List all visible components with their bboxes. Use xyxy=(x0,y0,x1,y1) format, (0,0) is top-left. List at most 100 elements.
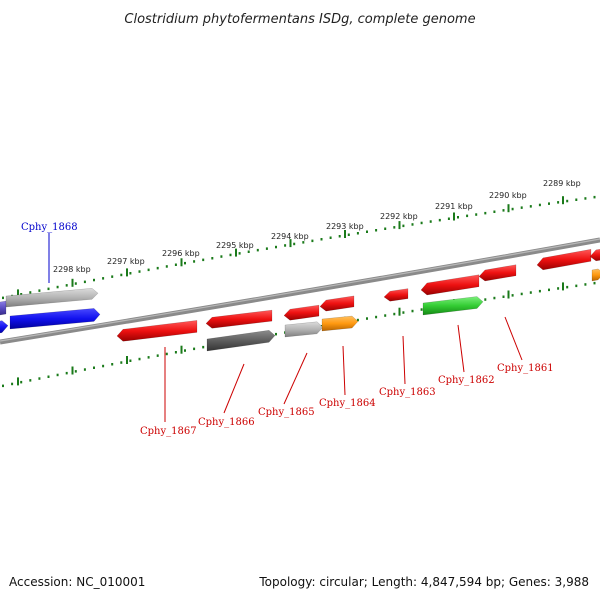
scale-dot xyxy=(338,235,341,238)
scale-dot xyxy=(229,253,232,257)
scale-dot xyxy=(156,354,159,357)
scale-dot xyxy=(184,349,186,352)
gene-label-cphy-1865[interactable]: Cphy_1865 xyxy=(258,407,315,418)
scale-dot xyxy=(211,257,214,260)
scale-dot xyxy=(329,236,332,239)
gene-feature-cphy-1866-top[interactable] xyxy=(205,309,273,329)
scale-dot xyxy=(74,282,77,285)
scale-major-tick xyxy=(17,289,19,298)
scale-dot xyxy=(557,201,560,204)
scale-dot xyxy=(548,288,550,292)
gene-feature-cphy-1866[interactable] xyxy=(206,330,276,352)
scale-dot xyxy=(420,221,423,225)
scale-dot xyxy=(411,223,414,226)
scale-label-2295: 2295 kbp xyxy=(216,241,254,250)
gene-feature-cphy-1865[interactable] xyxy=(284,321,324,338)
gene-feature-lavender-edge[interactable] xyxy=(0,300,7,316)
scale-dot xyxy=(83,280,86,284)
scale-dot xyxy=(93,278,95,282)
gene-label-cphy-1864[interactable]: Cphy_1864 xyxy=(319,398,376,409)
scale-label-2298: 2298 kbp xyxy=(53,265,91,274)
scale-dot xyxy=(120,361,123,364)
label-line-cphy-1863 xyxy=(402,335,406,385)
scale-dot xyxy=(65,284,68,287)
scale-dot xyxy=(538,289,541,293)
accession-text: Accession: NC_010001 xyxy=(9,575,146,589)
scale-major-tick xyxy=(126,268,128,277)
scale-dot xyxy=(575,284,578,288)
gene-feature-cphy-1861[interactable] xyxy=(478,264,517,282)
scale-dot xyxy=(129,272,132,275)
gene-feature-cphy-1862-top[interactable] xyxy=(420,274,480,296)
scale-dot xyxy=(566,199,569,203)
gene-label-cphy-1862[interactable]: Cphy_1862 xyxy=(438,375,495,386)
gene-label-cphy-1868[interactable]: Cphy_1868 xyxy=(21,222,78,233)
scale-dot xyxy=(466,214,469,218)
gene-feature-cphy-1863[interactable] xyxy=(383,288,409,302)
gene-feature-cphy-1864-top[interactable] xyxy=(319,295,355,312)
scale-dot xyxy=(20,293,23,296)
scale-dot xyxy=(247,250,250,253)
scale-dot xyxy=(393,226,396,229)
scale-dot xyxy=(102,277,105,280)
scale-major-tick xyxy=(398,307,401,316)
scale-major-tick xyxy=(71,366,74,375)
scale-dot xyxy=(2,384,4,388)
gene-features xyxy=(0,248,600,352)
scale-dot xyxy=(420,308,423,311)
outer-scale-track xyxy=(2,195,596,300)
gene-feature-blue-edge[interactable] xyxy=(0,320,9,334)
scale-dot xyxy=(165,265,168,268)
scale-label-2293: 2293 kbp xyxy=(326,222,364,231)
label-line-cphy-1861 xyxy=(504,316,523,361)
scale-dot xyxy=(311,239,314,243)
scale-dot xyxy=(502,209,505,212)
scale-dot xyxy=(29,291,32,294)
scale-dot xyxy=(38,289,41,292)
scale-major-tick xyxy=(507,290,510,299)
scale-dot xyxy=(74,370,77,373)
scale-dot xyxy=(457,216,459,219)
scale-dot xyxy=(493,210,496,213)
gene-label-cphy-1866[interactable]: Cphy_1866 xyxy=(198,417,255,428)
scale-dot xyxy=(511,207,514,211)
scale-dot xyxy=(93,366,95,369)
gene-label-cphy-1863[interactable]: Cphy_1863 xyxy=(379,387,436,398)
gene-feature-blue-large[interactable] xyxy=(9,308,101,330)
label-line-cphy-1866 xyxy=(223,363,245,414)
scale-dot xyxy=(184,261,186,265)
scale-dot xyxy=(265,247,268,250)
scale-major-tick xyxy=(126,356,128,364)
gene-label-cphy-1861[interactable]: Cphy_1861 xyxy=(497,363,554,374)
scale-dot xyxy=(284,244,287,247)
gene-feature-red-right[interactable] xyxy=(536,249,592,271)
scale-dot xyxy=(111,363,114,366)
gene-feature-cphy-1868[interactable] xyxy=(5,288,99,308)
scale-dot xyxy=(56,285,59,289)
scale-dot xyxy=(174,351,177,354)
scale-dot xyxy=(56,373,59,377)
scale-dot xyxy=(375,315,378,319)
gene-feature-cphy-1864[interactable] xyxy=(321,315,359,332)
scale-dot xyxy=(566,285,569,289)
scale-dot xyxy=(65,371,68,375)
gene-feature-cphy-1867[interactable] xyxy=(116,320,198,342)
gene-feature-orange-edge[interactable] xyxy=(591,268,600,282)
genome-backbone-highlight xyxy=(0,238,600,342)
gene-feature-red-edge[interactable] xyxy=(589,248,600,262)
scale-dot xyxy=(165,352,168,356)
label-line-cphy-1865 xyxy=(283,352,308,405)
scale-label-2292: 2292 kbp xyxy=(380,212,418,221)
scale-dot xyxy=(275,245,277,249)
scale-dot xyxy=(529,205,532,208)
scale-label-2294: 2294 kbp xyxy=(271,232,309,241)
scale-dot xyxy=(174,263,177,266)
gene-feature-cphy-1865-top[interactable] xyxy=(283,304,320,321)
scale-dot xyxy=(429,220,432,223)
scale-dot xyxy=(83,368,86,371)
gene-feature-cphy-1862[interactable] xyxy=(422,296,484,316)
scale-dot xyxy=(38,377,41,380)
gene-label-cphy-1867[interactable]: Cphy_1867 xyxy=(140,426,197,437)
scale-dot xyxy=(293,242,296,246)
scale-major-tick xyxy=(562,282,564,291)
